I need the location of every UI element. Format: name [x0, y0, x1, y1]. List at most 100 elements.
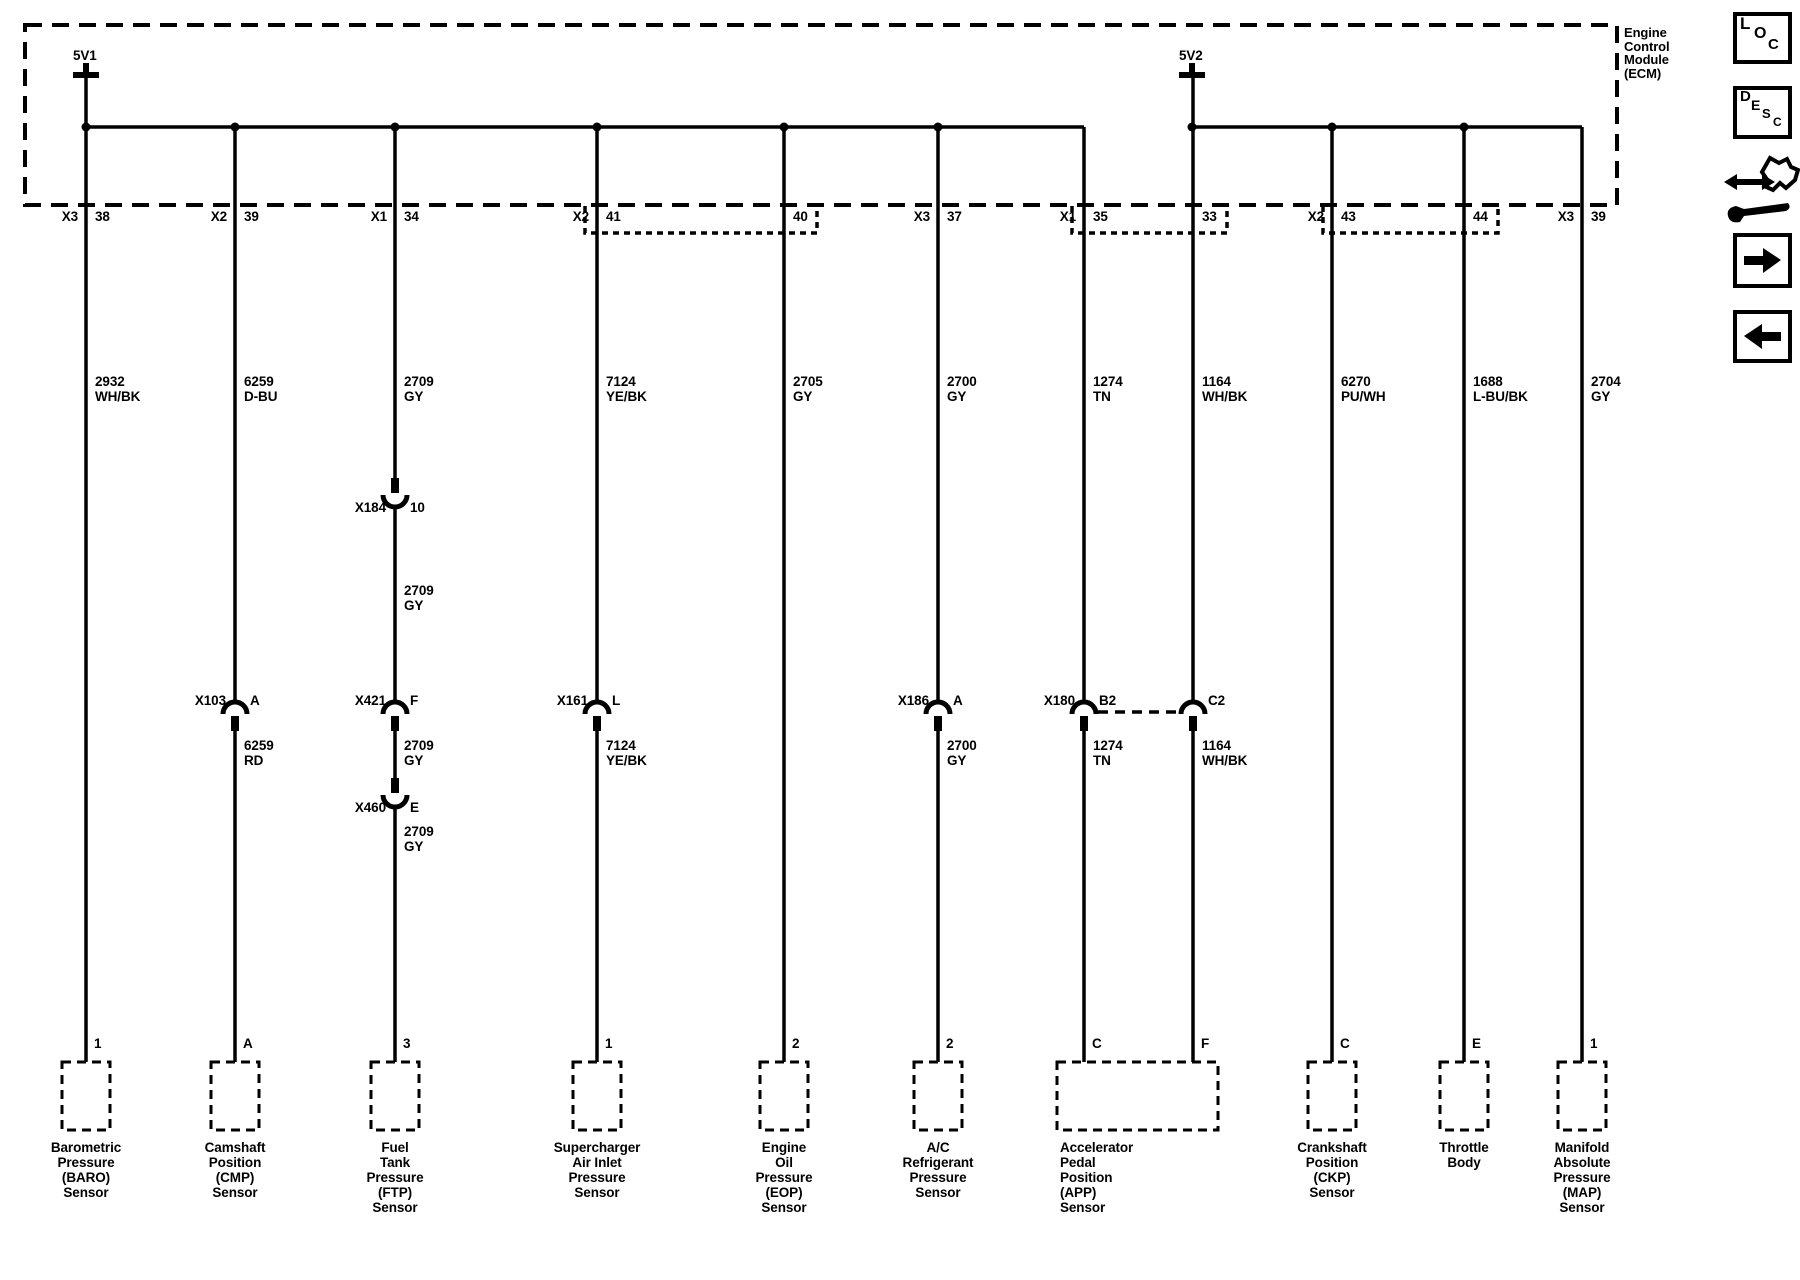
sensor-pin-number: E — [1472, 1036, 1481, 1051]
connector-group-box — [1070, 206, 1229, 235]
female-terminal-arc — [1178, 699, 1208, 715]
ecm-pin-number: 38 — [95, 209, 110, 224]
wire-label: 2709 GY — [404, 824, 434, 854]
sensor-label: Fuel Tank Pressure (FTP) Sensor — [366, 1140, 424, 1215]
desc-letter: S — [1762, 106, 1771, 121]
wire-label: 7124 YE/BK — [606, 738, 647, 768]
ecm-pin-number: 39 — [244, 209, 259, 224]
wire-label: 1274 TN — [1093, 374, 1123, 404]
junction-dot — [1459, 122, 1469, 132]
inline-connector-name: X184 — [354, 500, 386, 515]
sensor-pin-number: 2 — [792, 1036, 800, 1051]
ecm-pin-number: 43 — [1341, 209, 1356, 224]
ecm-connector-label: X3 — [913, 209, 930, 224]
inline-connector-pin: E — [410, 800, 419, 815]
sensor-box — [1438, 1060, 1490, 1132]
female-terminal-arc — [220, 699, 250, 715]
sensor-label-app: Accelerator Pedal Position (APP) Sensor — [1060, 1140, 1134, 1215]
wire-label: 1274 TN — [1093, 738, 1123, 768]
power-source-5v1-label: 5V1 — [73, 48, 97, 63]
left-arrow-icon — [1744, 324, 1781, 349]
sensor-pin-number: 1 — [1590, 1036, 1598, 1051]
male-terminal — [934, 716, 942, 731]
sensor-label: Manifold Absolute Pressure (MAP) Sensor — [1553, 1140, 1611, 1215]
sensor-label: A/C Refrigerant Pressure Sensor — [902, 1140, 974, 1200]
ecm-pin-number: 33 — [1202, 209, 1217, 224]
ecm-pin-number: 40 — [793, 209, 808, 224]
ecm-connector-label: X3 — [61, 209, 78, 224]
sensor-box — [912, 1060, 964, 1132]
wire-label: 6259 RD — [244, 738, 274, 768]
junction-dot — [390, 122, 400, 132]
male-terminal — [391, 716, 399, 731]
sensor-label: Camshaft Position (CMP) Sensor — [204, 1140, 266, 1200]
inline-connector-name: X421 — [354, 693, 386, 708]
power-terminal-stub — [1189, 63, 1195, 72]
wire-label: 2705 GY — [793, 374, 823, 404]
inline-connector-pin: C2 — [1208, 693, 1226, 708]
junction-dot — [1187, 122, 1197, 132]
inline-connector-pin: A — [250, 693, 260, 708]
wire-label: 1688 L-BU/BK — [1473, 374, 1528, 404]
sensor-box — [369, 1060, 421, 1132]
female-terminal-arc — [582, 699, 612, 715]
junction-dot — [779, 122, 789, 132]
harness-routing-icon[interactable] — [1722, 150, 1800, 226]
ecm-pin-number: 35 — [1093, 209, 1108, 224]
ecm-pin-number: 37 — [947, 209, 962, 224]
male-terminal — [391, 478, 399, 493]
inline-connector-pin: 10 — [410, 500, 425, 515]
loc-letter: C — [1768, 36, 1779, 53]
sensor-label: Barometric Pressure (BARO) Sensor — [50, 1140, 122, 1200]
wire-label: 6270 PU/WH — [1341, 374, 1386, 404]
connector-group-box — [1321, 206, 1500, 235]
sensor-pin-number: A — [243, 1036, 253, 1051]
double-arrow-shape — [1724, 174, 1775, 190]
wire-label: 2704 GY — [1591, 374, 1621, 404]
power-terminal-bar — [73, 72, 99, 78]
inline-connector-name: X186 — [897, 693, 929, 708]
junction-dot — [81, 122, 91, 132]
ecm-pin-number: 41 — [606, 209, 621, 224]
ecm-connector-label: X1 — [1059, 209, 1076, 224]
ecm-boundary-box — [23, 23, 1619, 207]
female-terminal-arc — [1069, 699, 1099, 715]
male-terminal — [391, 778, 399, 793]
junction-dot — [230, 122, 240, 132]
inline-connector-name: X161 — [556, 693, 588, 708]
back-arrow-button[interactable] — [1733, 310, 1792, 363]
wire-label: 1164 WH/BK — [1202, 738, 1248, 768]
desc-letter: C — [1773, 115, 1782, 129]
inline-connector-name: X460 — [354, 800, 386, 815]
desc-letter: E — [1751, 97, 1761, 113]
wire-label: 2700 GY — [947, 374, 977, 404]
sensor-box-app — [1055, 1060, 1220, 1132]
male-terminal — [593, 716, 601, 731]
inline-connector-pin: A — [953, 693, 963, 708]
ecm-pin-number: 39 — [1591, 209, 1606, 224]
sensor-box — [209, 1060, 261, 1132]
sensor-pin-number: 1 — [94, 1036, 102, 1051]
right-arrow-icon — [1744, 248, 1781, 273]
wire-label: 2709 GY — [404, 583, 434, 613]
forward-arrow-button[interactable] — [1733, 233, 1792, 288]
sensor-box — [571, 1060, 623, 1132]
ecm-connector-label: X2 — [210, 209, 227, 224]
sensor-pin-number: F — [1201, 1036, 1210, 1051]
wire-label: 2700 GY — [947, 738, 977, 768]
sensor-box — [60, 1060, 112, 1132]
ecm-pin-number: 34 — [404, 209, 419, 224]
inline-connector-pin: L — [612, 693, 621, 708]
sensor-label: Supercharger Air Inlet Pressure Sensor — [553, 1140, 641, 1200]
male-terminal — [1080, 716, 1088, 731]
wire-label: 7124 YE/BK — [606, 374, 647, 404]
desc-letter: D — [1740, 88, 1751, 105]
male-terminal — [231, 716, 239, 731]
ecm-connector-label: X2 — [1307, 209, 1324, 224]
inline-connector-pin: B2 — [1099, 693, 1117, 708]
wire-label: 2932 WH/BK — [95, 374, 141, 404]
